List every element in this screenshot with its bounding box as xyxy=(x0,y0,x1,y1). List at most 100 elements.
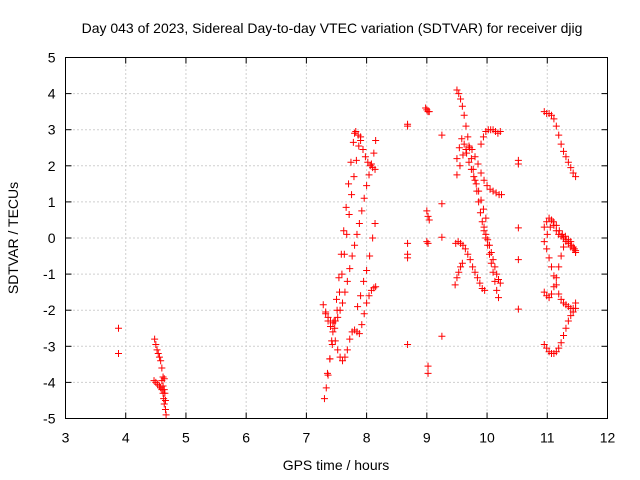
data-point xyxy=(370,149,378,157)
data-point xyxy=(334,346,342,354)
data-point xyxy=(331,337,339,345)
data-point xyxy=(343,346,351,354)
data-point xyxy=(366,252,374,260)
y-tick-label: 2 xyxy=(48,158,56,174)
data-point xyxy=(424,239,432,247)
data-point xyxy=(547,111,555,119)
x-tick-label: 6 xyxy=(242,430,250,446)
data-point xyxy=(404,340,412,348)
data-point xyxy=(543,245,551,253)
data-point xyxy=(455,268,463,276)
data-point xyxy=(540,340,548,348)
data-point xyxy=(423,207,431,215)
data-point xyxy=(467,165,475,173)
data-point xyxy=(474,160,482,168)
data-point xyxy=(324,317,332,325)
data-point xyxy=(549,218,557,226)
data-point xyxy=(160,395,168,403)
data-point xyxy=(360,277,368,285)
data-point xyxy=(485,241,493,249)
series-arc-9-5a xyxy=(453,86,502,302)
data-point xyxy=(562,324,570,332)
data-point xyxy=(546,223,554,231)
data-point xyxy=(358,321,366,329)
data-point xyxy=(319,301,327,309)
data-point xyxy=(496,279,504,287)
data-point xyxy=(550,115,558,123)
data-point xyxy=(478,218,486,226)
series-arc-11-0f xyxy=(543,218,578,253)
data-point xyxy=(438,200,446,208)
data-point xyxy=(353,230,361,238)
data-point xyxy=(346,265,354,273)
data-point xyxy=(346,335,354,343)
data-point xyxy=(363,182,371,190)
data-point xyxy=(404,239,412,247)
data-point xyxy=(569,308,577,316)
data-point xyxy=(514,305,522,313)
data-point xyxy=(359,146,367,154)
data-point xyxy=(485,250,493,258)
data-point xyxy=(342,203,350,211)
data-point xyxy=(453,86,461,94)
data-point xyxy=(320,395,328,403)
data-point xyxy=(572,248,580,256)
series-arc-4-5c xyxy=(158,375,169,397)
data-point xyxy=(438,233,446,241)
data-point xyxy=(458,135,466,143)
data-point xyxy=(329,328,337,336)
data-point xyxy=(481,286,489,294)
data-point xyxy=(343,230,351,238)
data-point xyxy=(422,104,430,112)
data-point xyxy=(479,205,487,213)
data-point xyxy=(326,355,334,363)
data-point xyxy=(331,324,339,332)
data-point xyxy=(361,153,369,161)
data-point xyxy=(423,238,431,246)
data-point xyxy=(545,294,553,302)
data-point xyxy=(151,335,159,343)
y-tick-label: 0 xyxy=(48,230,56,246)
data-point xyxy=(555,131,563,139)
data-point xyxy=(560,243,568,251)
data-point xyxy=(482,214,490,222)
series-arc-9-5b xyxy=(453,135,490,222)
data-point xyxy=(472,180,480,188)
series-arc-9-5e xyxy=(451,259,466,289)
data-point xyxy=(569,169,577,177)
data-point xyxy=(453,274,461,282)
data-point xyxy=(323,369,331,377)
data-point xyxy=(460,140,468,148)
data-point xyxy=(465,158,473,166)
data-point xyxy=(355,220,363,228)
data-point xyxy=(324,371,332,379)
data-point xyxy=(438,332,446,340)
data-point xyxy=(161,396,169,404)
data-point xyxy=(561,232,569,240)
data-point xyxy=(348,252,356,260)
data-point xyxy=(464,133,472,141)
data-point xyxy=(331,317,339,325)
data-point xyxy=(341,288,349,296)
data-point xyxy=(467,155,475,163)
data-point xyxy=(161,389,169,397)
chart-title: Day 043 of 2023, Sidereal Day-to-day VTE… xyxy=(82,20,583,36)
data-point xyxy=(482,230,490,238)
data-point xyxy=(558,230,566,238)
data-point xyxy=(162,411,170,419)
data-point xyxy=(461,245,469,253)
data-point xyxy=(357,137,365,145)
data-point xyxy=(564,158,572,166)
data-point xyxy=(152,378,160,386)
data-point xyxy=(552,122,560,130)
data-point xyxy=(345,211,353,219)
data-point xyxy=(480,176,488,184)
data-point xyxy=(552,348,560,356)
data-point xyxy=(161,405,169,413)
data-point xyxy=(425,108,433,116)
data-point xyxy=(572,173,580,181)
data-point xyxy=(489,187,497,195)
data-point xyxy=(567,241,575,249)
data-point xyxy=(152,340,160,348)
